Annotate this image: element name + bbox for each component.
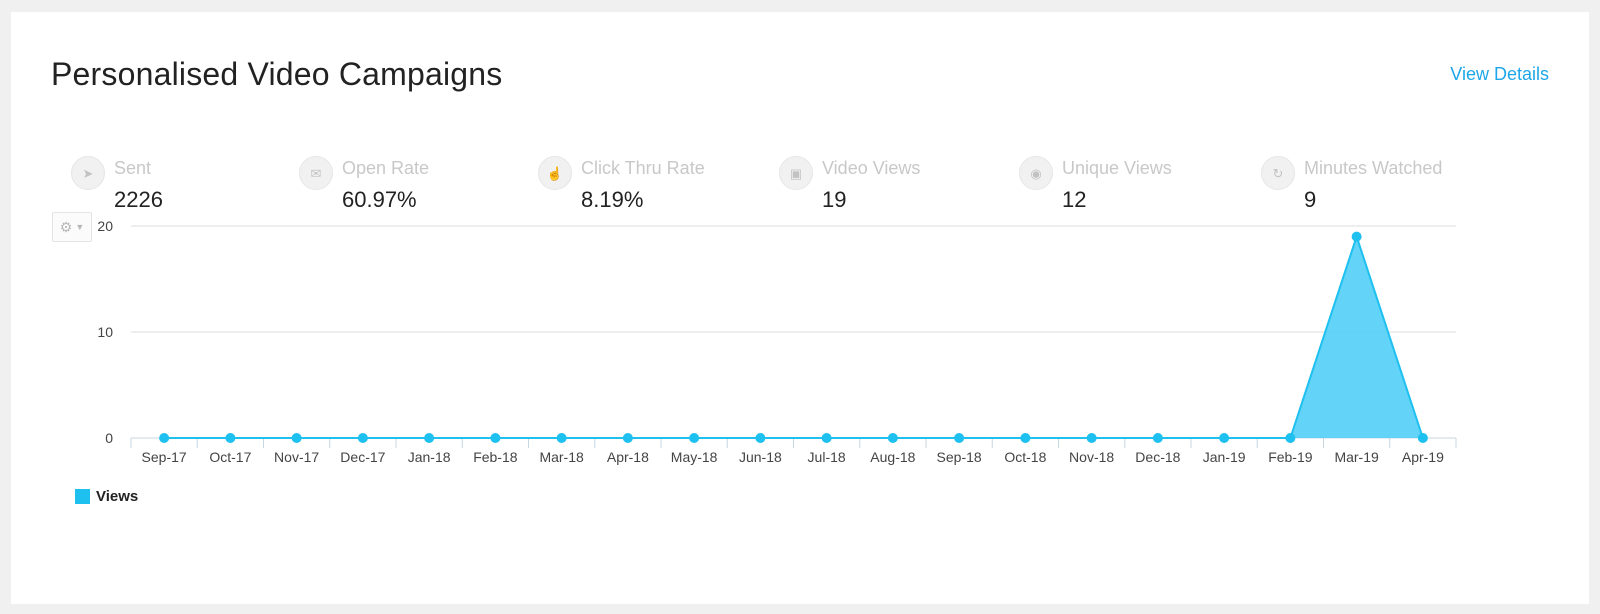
stat-value: 12 xyxy=(1062,187,1087,212)
stat-value: 9 xyxy=(1304,187,1317,212)
data-point xyxy=(1351,231,1362,242)
series-area xyxy=(164,236,1423,438)
stat-label: Open Rate xyxy=(342,158,430,178)
chevron-down-icon: ▼ xyxy=(75,222,85,232)
page-title: Personalised Video Campaigns xyxy=(51,56,503,92)
x-tick-label: Mar-18 xyxy=(539,449,584,465)
y-tick-label: 10 xyxy=(97,324,113,340)
stat-label: Click Thru Rate xyxy=(581,158,705,178)
y-tick-label: 0 xyxy=(105,430,113,446)
data-point xyxy=(357,433,368,443)
chart-legend[interactable]: Views xyxy=(75,488,138,505)
x-tick-label: Jan-18 xyxy=(408,449,451,465)
x-tick-label: May-18 xyxy=(671,449,718,465)
x-tick-label: Oct-18 xyxy=(1004,449,1046,465)
x-tick-label: Jul-18 xyxy=(808,449,846,465)
refresh-icon: ↻ xyxy=(1261,156,1295,190)
x-tick-label: Apr-19 xyxy=(1402,449,1444,465)
send-icon: ➤ xyxy=(71,156,105,190)
x-tick-label: Nov-18 xyxy=(1069,449,1114,465)
data-point xyxy=(622,433,633,443)
campaign-card: Personalised Video Campaigns View Detail… xyxy=(11,12,1589,604)
x-tick-label: Dec-17 xyxy=(340,449,385,465)
views-area-chart: 0 10 20 Sep-17 Oct-17 Nov-17 Dec-17 Jan-18 Feb-1… xyxy=(97,218,1457,465)
x-tick-label: Apr-18 xyxy=(607,449,649,465)
data-point xyxy=(225,433,236,443)
eye-icon: ◉ xyxy=(1019,156,1053,190)
x-tick-label: Feb-18 xyxy=(473,449,518,465)
stat-label: Unique Views xyxy=(1062,158,1172,178)
data-point xyxy=(821,433,832,443)
data-point xyxy=(1086,433,1097,443)
y-tick-label: 20 xyxy=(97,218,113,234)
x-tick-label: Mar-19 xyxy=(1334,449,1379,465)
x-tick-label: Feb-19 xyxy=(1268,449,1313,465)
chart-settings-button[interactable]: ⚙ ▼ xyxy=(52,212,92,242)
legend-label: Views xyxy=(96,488,139,505)
envelope-open-icon: ✉ xyxy=(299,156,333,190)
data-point xyxy=(159,433,170,443)
data-point xyxy=(424,433,435,443)
gear-icon: ⚙ xyxy=(59,218,73,235)
data-point xyxy=(556,433,567,443)
data-point xyxy=(1152,433,1163,443)
data-point xyxy=(291,433,302,443)
data-point xyxy=(689,433,700,443)
x-tick-label: Aug-18 xyxy=(870,449,915,465)
stat-label: Video Views xyxy=(822,158,921,178)
video-icon: ▣ xyxy=(779,156,813,190)
x-tick-label: Nov-17 xyxy=(274,449,319,465)
series-line xyxy=(164,233,1424,439)
stat-value: 2226 xyxy=(114,187,163,212)
data-point xyxy=(1219,433,1230,443)
stat-label: Sent xyxy=(114,158,152,178)
stat-value: 60.97% xyxy=(342,187,417,212)
x-tick-label: Jan-19 xyxy=(1203,449,1246,465)
x-tick-label: Sep-18 xyxy=(937,449,982,465)
stat-value: 8.19% xyxy=(581,187,644,212)
data-point xyxy=(1285,433,1296,443)
stat-label: Minutes Watched xyxy=(1304,158,1443,178)
data-point xyxy=(1417,433,1428,443)
x-tick-label: Dec-18 xyxy=(1135,449,1180,465)
data-point xyxy=(490,433,501,443)
data-point xyxy=(954,433,965,443)
x-tick-label: Jun-18 xyxy=(739,449,782,465)
x-tick-label: Oct-17 xyxy=(209,449,251,465)
hand-pointer-icon: ☝ xyxy=(538,156,572,190)
view-details-link[interactable]: View Details xyxy=(1450,64,1549,84)
data-point xyxy=(755,433,766,443)
data-point xyxy=(1020,433,1031,443)
x-tick-label: Sep-17 xyxy=(142,449,187,465)
data-point xyxy=(887,433,898,443)
legend-swatch xyxy=(75,489,90,504)
stat-value: 19 xyxy=(822,187,847,212)
